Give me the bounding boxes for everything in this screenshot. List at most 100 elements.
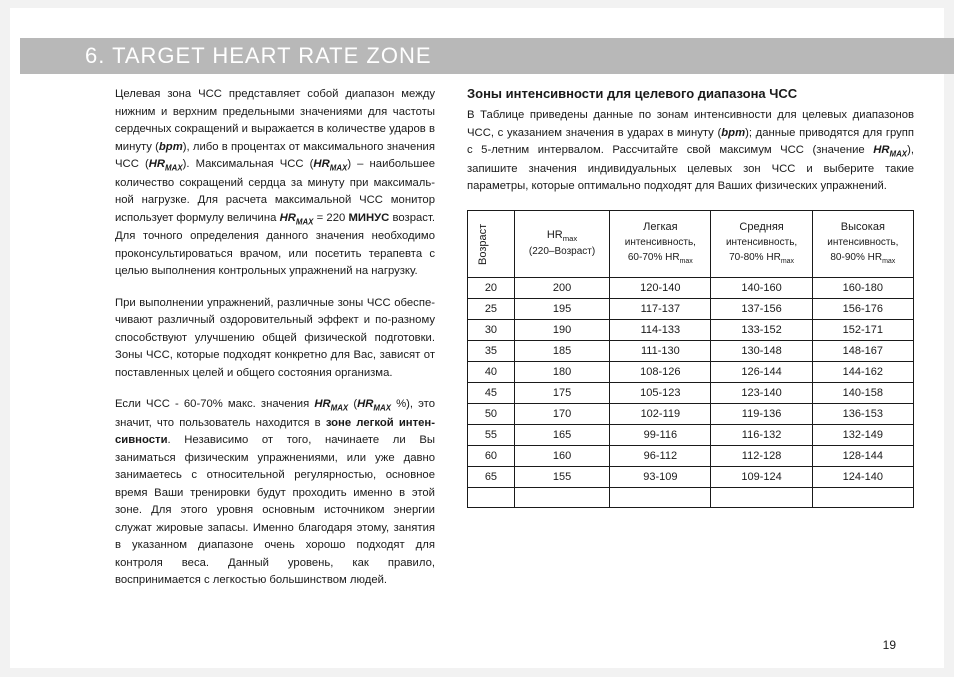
hdr-text: интенсивность, — [726, 237, 797, 248]
section-title: 6. TARGET HEART RATE ZONE — [85, 43, 432, 69]
table-cell: 175 — [514, 382, 609, 403]
table-row: 50170102-119119-136136-153 — [468, 403, 914, 424]
hdr-text: HR — [547, 229, 563, 241]
table-row: 25195117-137137-156156-176 — [468, 298, 914, 319]
zones-title: Зоны интенсивности для целевого диапазон… — [467, 86, 914, 101]
table-cell: 111-130 — [610, 340, 711, 361]
heart-rate-table: Возраст HRmax (220–Возраст) Легкая интен… — [467, 210, 914, 508]
table-cell — [711, 487, 812, 507]
table-cell: 55 — [468, 424, 515, 445]
table-cell: 96-112 — [610, 445, 711, 466]
table-cell: 128-144 — [812, 445, 913, 466]
table-cell: 30 — [468, 319, 515, 340]
table-cell: 155 — [514, 466, 609, 487]
table-cell: 126-144 — [711, 361, 812, 382]
table-cell: 120-140 — [610, 277, 711, 298]
hrmax-sub: MAX — [330, 163, 348, 172]
col-high: Высокая интенсивность, 80-90% HRmax — [812, 210, 913, 277]
table-cell: 140-160 — [711, 277, 812, 298]
zones-intro: В Таблице приведены данные по зонам инте… — [467, 107, 914, 196]
hdr-sub: max — [882, 258, 895, 265]
table-cell — [610, 487, 711, 507]
hdr-text: 60-70% HR — [628, 252, 680, 263]
left-column: Целевая зона ЧСС представляет собой диап… — [115, 86, 435, 604]
table-cell: 50 — [468, 403, 515, 424]
intro-paragraph-3: Если ЧСС - 60-70% макс. значения HRMAX (… — [115, 396, 435, 590]
table-cell: 195 — [514, 298, 609, 319]
table-row: 35185111-130130-148148-167 — [468, 340, 914, 361]
hrmax-sub: MAX — [890, 149, 908, 158]
table-head: Возраст HRmax (220–Возраст) Легкая интен… — [468, 210, 914, 277]
table-cell — [812, 487, 913, 507]
minus-text: МИНУС — [348, 212, 389, 224]
text-frag: = 220 — [313, 212, 348, 224]
table-cell: 124-140 — [812, 466, 913, 487]
page-canvas: 6. TARGET HEART RATE ZONE Целевая зона Ч… — [10, 8, 944, 668]
hrmax-sub: MAX — [373, 403, 391, 412]
hrmax-text: HR — [313, 158, 329, 170]
hdr-text: (220–Возраст) — [529, 246, 595, 257]
table-row: 20200120-140140-160160-180 — [468, 277, 914, 298]
table-row: 6515593-109109-124124-140 — [468, 466, 914, 487]
table-cell: 25 — [468, 298, 515, 319]
table-row-empty — [468, 487, 914, 507]
bpm-text: bpm — [721, 127, 745, 139]
table-cell: 116-132 — [711, 424, 812, 445]
hdr-sub: max — [563, 234, 578, 243]
right-column: Зоны интенсивности для целевого диапазон… — [467, 86, 914, 604]
hrmax-text: HR — [314, 398, 330, 410]
table-cell: 45 — [468, 382, 515, 403]
table-cell: 160-180 — [812, 277, 913, 298]
table-cell: 60 — [468, 445, 515, 466]
table-cell: 133-152 — [711, 319, 812, 340]
table-cell: 170 — [514, 403, 609, 424]
table-row: 30190114-133133-152152-171 — [468, 319, 914, 340]
table-cell: 93-109 — [610, 466, 711, 487]
col-hrmax: HRmax (220–Возраст) — [514, 210, 609, 277]
table-cell — [468, 487, 515, 507]
hrmax-text: HR — [357, 398, 373, 410]
table-cell: 105-123 — [610, 382, 711, 403]
table-row: 5516599-116116-132132-149 — [468, 424, 914, 445]
table-cell: 180 — [514, 361, 609, 382]
table-cell: 156-176 — [812, 298, 913, 319]
text-frag: Если ЧСС - 60-70% макс. значения — [115, 398, 314, 410]
table-cell: 132-149 — [812, 424, 913, 445]
table-cell: 130-148 — [711, 340, 812, 361]
page-number: 19 — [883, 638, 896, 652]
table-cell: 20 — [468, 277, 515, 298]
table-cell: 40 — [468, 361, 515, 382]
hrmax-sub: MAX — [296, 217, 314, 226]
table-cell: 65 — [468, 466, 515, 487]
hdr-text: интенсивность, — [827, 237, 898, 248]
intro-paragraph-1: Целевая зона ЧСС представляет собой диап… — [115, 86, 435, 281]
hdr-text: интенсивность, — [625, 237, 696, 248]
text-frag: . Независимо от того, начинаете ли Вы за… — [115, 434, 435, 586]
intro-paragraph-2: При выполнении упражнений, различные зон… — [115, 295, 435, 383]
hdr-text: Высокая — [841, 221, 885, 233]
text-frag: ). Максимальная ЧСС ( — [183, 158, 314, 170]
hdr-text: Средняя — [739, 221, 783, 233]
table-row: 40180108-126126-144144-162 — [468, 361, 914, 382]
hdr-text: Легкая — [643, 221, 677, 233]
table-cell — [514, 487, 609, 507]
table-cell: 137-156 — [711, 298, 812, 319]
table-cell: 200 — [514, 277, 609, 298]
table-cell: 99-116 — [610, 424, 711, 445]
table-cell: 185 — [514, 340, 609, 361]
hrmax-sub: MAX — [331, 403, 349, 412]
col-medium: Средняя интенсивность, 70-80% HRmax — [711, 210, 812, 277]
table-body: 20200120-140140-160160-18025195117-13713… — [468, 277, 914, 507]
col-age: Возраст — [468, 210, 515, 277]
table-cell: 112-128 — [711, 445, 812, 466]
table-cell: 148-167 — [812, 340, 913, 361]
hrmax-text: HR — [280, 212, 296, 224]
hdr-sub: max — [781, 258, 794, 265]
section-header: 6. TARGET HEART RATE ZONE — [20, 38, 954, 74]
content-columns: Целевая зона ЧСС представляет собой диап… — [20, 86, 954, 604]
table-cell: 123-140 — [711, 382, 812, 403]
hrmax-sub: MAX — [165, 163, 183, 172]
table-cell: 35 — [468, 340, 515, 361]
hrmax-text: HR — [149, 158, 165, 170]
table-cell: 152-171 — [812, 319, 913, 340]
